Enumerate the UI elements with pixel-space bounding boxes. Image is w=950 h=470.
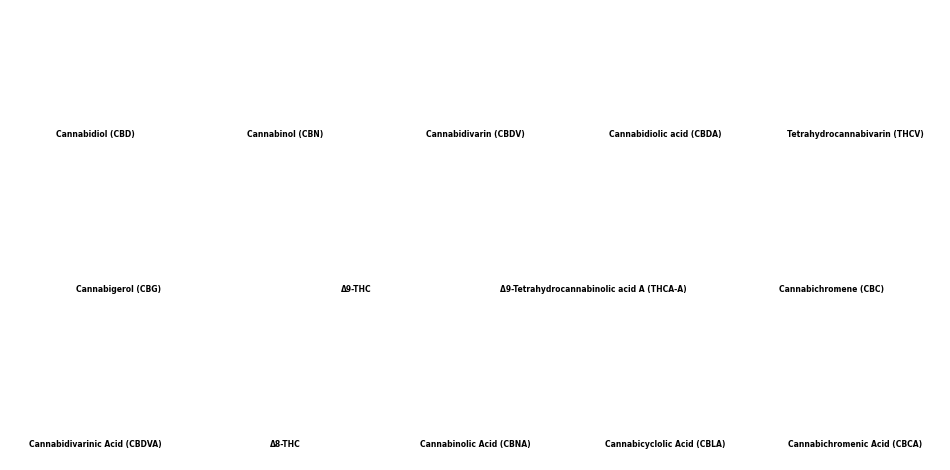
Text: Δ9-Tetrahydrocannabinolic acid A (THCA-A): Δ9-Tetrahydrocannabinolic acid A (THCA-A…: [501, 285, 687, 294]
Text: Cannabicyclolic Acid (CBLA): Cannabicyclolic Acid (CBLA): [605, 440, 725, 449]
Text: Δ8-THC: Δ8-THC: [270, 440, 300, 449]
Text: Cannabigerol (CBG): Cannabigerol (CBG): [76, 285, 162, 294]
Text: Cannabichromene (CBC): Cannabichromene (CBC): [779, 285, 884, 294]
Text: Cannabidiol (CBD): Cannabidiol (CBD): [56, 130, 134, 139]
Text: Cannabidiolic acid (CBDA): Cannabidiolic acid (CBDA): [609, 130, 721, 139]
Text: Cannabichromenic Acid (CBCA): Cannabichromenic Acid (CBCA): [788, 440, 922, 449]
Text: Cannabinol (CBN): Cannabinol (CBN): [247, 130, 323, 139]
Text: Cannabidivarin (CBDV): Cannabidivarin (CBDV): [426, 130, 524, 139]
Text: Δ9-THC: Δ9-THC: [341, 285, 371, 294]
Text: Tetrahydrocannabivarin (THCV): Tetrahydrocannabivarin (THCV): [787, 130, 923, 139]
Text: Cannabinolic Acid (CBNA): Cannabinolic Acid (CBNA): [420, 440, 530, 449]
Text: Cannabidivarinic Acid (CBDVA): Cannabidivarinic Acid (CBDVA): [28, 440, 162, 449]
